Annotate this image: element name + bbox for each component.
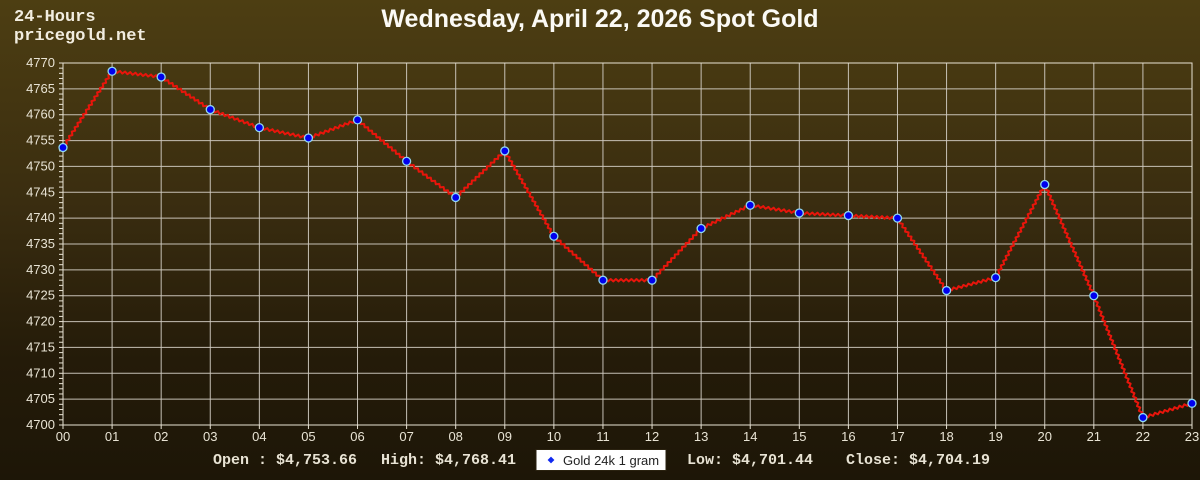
- svg-text:4735: 4735: [26, 236, 55, 251]
- svg-text:05: 05: [301, 429, 315, 444]
- svg-text:4760: 4760: [26, 107, 55, 122]
- svg-text:4755: 4755: [26, 133, 55, 148]
- svg-text:07: 07: [399, 429, 413, 444]
- svg-text:4730: 4730: [26, 262, 55, 277]
- svg-text:22: 22: [1136, 429, 1150, 444]
- svg-text:00: 00: [56, 429, 70, 444]
- svg-text:18: 18: [939, 429, 953, 444]
- svg-text:01: 01: [105, 429, 119, 444]
- svg-text:4705: 4705: [26, 391, 55, 406]
- svg-text:20: 20: [1038, 429, 1052, 444]
- svg-text:4725: 4725: [26, 288, 55, 303]
- svg-text:12: 12: [645, 429, 659, 444]
- svg-text:04: 04: [252, 429, 266, 444]
- svg-text:21: 21: [1087, 429, 1101, 444]
- svg-text:17: 17: [890, 429, 904, 444]
- svg-text:4765: 4765: [26, 81, 55, 96]
- svg-text:23: 23: [1185, 429, 1199, 444]
- svg-text:08: 08: [448, 429, 462, 444]
- svg-text:16: 16: [841, 429, 855, 444]
- svg-text:06: 06: [350, 429, 364, 444]
- svg-text:11: 11: [596, 429, 610, 444]
- svg-text:4740: 4740: [26, 210, 55, 225]
- svg-text:14: 14: [743, 429, 757, 444]
- svg-text:19: 19: [988, 429, 1002, 444]
- svg-text:4720: 4720: [26, 314, 55, 329]
- svg-text:4750: 4750: [26, 158, 55, 173]
- svg-text:02: 02: [154, 429, 168, 444]
- svg-text:4700: 4700: [26, 417, 55, 432]
- svg-text:4715: 4715: [26, 339, 55, 354]
- svg-text:09: 09: [498, 429, 512, 444]
- svg-text:15: 15: [792, 429, 806, 444]
- svg-text:4710: 4710: [26, 365, 55, 380]
- svg-text:4770: 4770: [26, 55, 55, 70]
- svg-text:03: 03: [203, 429, 217, 444]
- svg-text:4745: 4745: [26, 184, 55, 199]
- svg-text:13: 13: [694, 429, 708, 444]
- svg-text:10: 10: [547, 429, 561, 444]
